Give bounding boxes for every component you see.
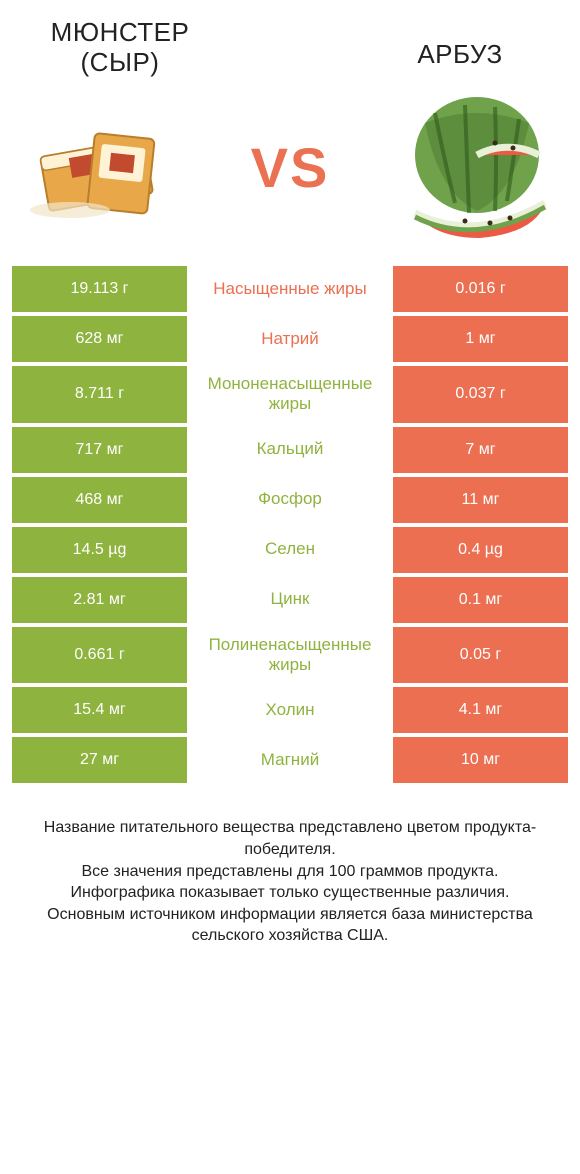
left-value: 8.711 г bbox=[12, 366, 187, 423]
table-row: 468 мгФосфор11 мг bbox=[12, 477, 568, 523]
vs-label: VS bbox=[251, 135, 330, 200]
images-row: VS bbox=[0, 78, 580, 266]
nutrient-label: Магний bbox=[187, 737, 393, 783]
right-value: 0.1 мг bbox=[393, 577, 568, 623]
table-row: 8.711 гМононенасыщенные жиры0.037 г bbox=[12, 366, 568, 423]
right-value: 0.05 г bbox=[393, 627, 568, 684]
right-value: 0.4 µg bbox=[393, 527, 568, 573]
footer-line: Основным источником информации является … bbox=[22, 904, 558, 947]
nutrient-label: Холин bbox=[187, 687, 393, 733]
left-value: 717 мг bbox=[12, 427, 187, 473]
cheese-icon bbox=[25, 108, 185, 228]
right-value: 4.1 мг bbox=[393, 687, 568, 733]
footer-notes: Название питательного вещества представл… bbox=[0, 787, 580, 947]
left-value: 0.661 г bbox=[12, 627, 187, 684]
comparison-table: 19.113 гНасыщенные жиры0.016 г628 мгНатр… bbox=[0, 266, 580, 784]
footer-line: Все значения представлены для 100 граммо… bbox=[22, 861, 558, 883]
nutrient-label: Мононенасыщенные жиры bbox=[187, 366, 393, 423]
left-product-image bbox=[20, 88, 190, 248]
left-value: 2.81 мг bbox=[12, 577, 187, 623]
nutrient-label: Цинк bbox=[187, 577, 393, 623]
nutrient-label: Полиненасыщенные жиры bbox=[187, 627, 393, 684]
left-product-title: МЮНСТЕР (СЫР) bbox=[20, 18, 220, 78]
right-value: 1 мг bbox=[393, 316, 568, 362]
header: МЮНСТЕР (СЫР) АРБУЗ bbox=[0, 0, 580, 78]
table-row: 27 мгМагний10 мг bbox=[12, 737, 568, 783]
right-value: 0.016 г bbox=[393, 266, 568, 312]
right-product-title: АРБУЗ bbox=[360, 40, 560, 70]
table-row: 2.81 мгЦинк0.1 мг bbox=[12, 577, 568, 623]
nutrient-label: Селен bbox=[187, 527, 393, 573]
table-row: 14.5 µgСелен0.4 µg bbox=[12, 527, 568, 573]
right-value: 10 мг bbox=[393, 737, 568, 783]
nutrient-label: Насыщенные жиры bbox=[187, 266, 393, 312]
right-value: 0.037 г bbox=[393, 366, 568, 423]
table-row: 717 мгКальций7 мг bbox=[12, 427, 568, 473]
left-value: 628 мг bbox=[12, 316, 187, 362]
nutrient-label: Натрий bbox=[187, 316, 393, 362]
left-value: 468 мг bbox=[12, 477, 187, 523]
footer-line: Инфографика показывает только существенн… bbox=[22, 882, 558, 904]
nutrient-label: Фосфор bbox=[187, 477, 393, 523]
left-value: 27 мг bbox=[12, 737, 187, 783]
table-row: 15.4 мгХолин4.1 мг bbox=[12, 687, 568, 733]
left-value: 19.113 г bbox=[12, 266, 187, 312]
table-row: 19.113 гНасыщенные жиры0.016 г bbox=[12, 266, 568, 312]
table-row: 0.661 гПолиненасыщенные жиры0.05 г bbox=[12, 627, 568, 684]
table-row: 628 мгНатрий1 мг bbox=[12, 316, 568, 362]
right-value: 7 мг bbox=[393, 427, 568, 473]
nutrient-label: Кальций bbox=[187, 427, 393, 473]
footer-line: Название питательного вещества представл… bbox=[22, 817, 558, 860]
left-value: 15.4 мг bbox=[12, 687, 187, 733]
left-value: 14.5 µg bbox=[12, 527, 187, 573]
right-product-image bbox=[390, 88, 560, 248]
watermelon-icon bbox=[395, 93, 555, 243]
right-value: 11 мг bbox=[393, 477, 568, 523]
